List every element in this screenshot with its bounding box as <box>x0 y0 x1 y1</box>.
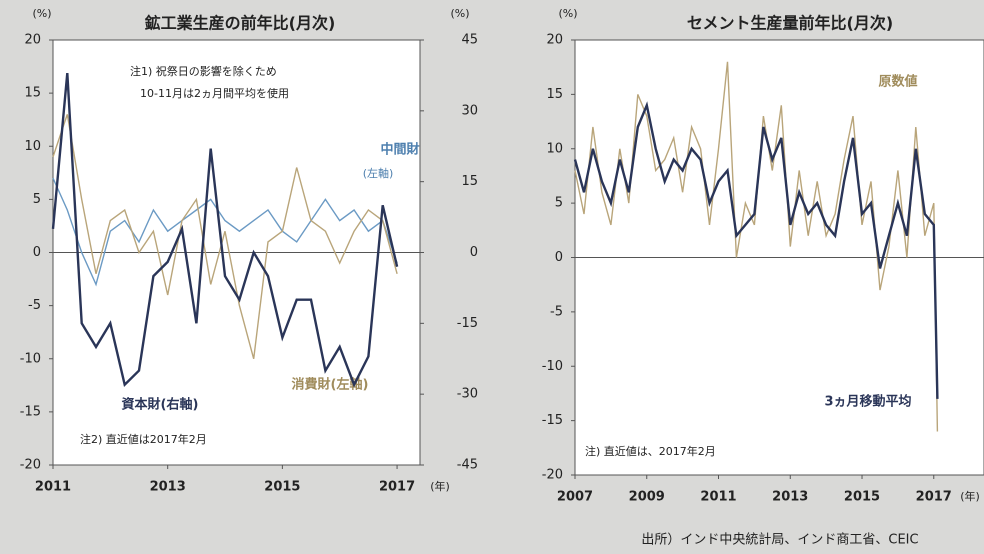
y2-tick-label: -15 <box>457 316 478 331</box>
chart-title: セメント生産量前年比(月次) <box>687 14 893 33</box>
y-tick-label: 0 <box>33 245 41 260</box>
x-tick-label: 2015 <box>264 480 300 495</box>
y-tick-label: -15 <box>542 413 563 428</box>
y-tick-label: 5 <box>555 196 563 211</box>
legend-axis-label: (左軸) <box>363 166 394 180</box>
annotation: 注) 直近値は、2017年2月 <box>585 444 716 458</box>
annotation: 注1) 祝祭日の影響を除くため <box>130 64 277 78</box>
x-tick-label: 2013 <box>150 480 186 495</box>
y2-unit: (%) <box>450 7 469 20</box>
series-line <box>573 101 939 399</box>
y-tick-label: 5 <box>33 192 41 207</box>
y-tick-label: 20 <box>546 33 563 48</box>
y-tick-label: 10 <box>546 141 563 156</box>
legend-label: 消費財(左軸) <box>292 377 369 393</box>
y-tick-label: -20 <box>542 468 563 483</box>
y-tick-label: -5 <box>550 304 563 319</box>
y-tick-label: 20 <box>24 33 41 48</box>
chart-title: 鉱工業生産の前年比(月次) <box>145 14 336 33</box>
legend-label: 3ヵ月移動平均 <box>824 394 911 410</box>
x-unit: (年) <box>960 489 980 503</box>
y-tick-label: -15 <box>20 404 41 419</box>
x-tick-label: 2013 <box>772 490 808 505</box>
legend-label: 中間財 <box>380 142 419 158</box>
y-unit: (%) <box>558 7 577 20</box>
y2-tick-label: 15 <box>461 174 478 189</box>
y-tick-label: 15 <box>546 87 563 102</box>
x-tick-label: 2009 <box>629 490 665 505</box>
x-unit: (年) <box>430 479 450 493</box>
y2-tick-label: 0 <box>470 245 478 260</box>
y2-tick-label: -30 <box>457 387 478 402</box>
y-tick-label: 0 <box>555 250 563 265</box>
x-tick-label: 2015 <box>844 490 880 505</box>
x-tick-label: 2017 <box>379 480 415 495</box>
y-tick-label: -20 <box>20 458 41 473</box>
y-tick-label: 10 <box>24 139 41 154</box>
x-tick-label: 2007 <box>557 490 593 505</box>
x-tick-label: 2017 <box>916 490 952 505</box>
y-tick-label: -10 <box>20 351 41 366</box>
series-line <box>52 114 398 359</box>
y-tick-label: 15 <box>24 86 41 101</box>
y2-tick-label: 30 <box>461 103 478 118</box>
y2-tick-label: -45 <box>457 458 478 473</box>
y2-tick-label: 45 <box>461 33 478 48</box>
x-tick-label: 2011 <box>700 490 736 505</box>
legend-label: 原数値 <box>878 74 917 90</box>
series-line <box>52 177 398 287</box>
legend-label: 資本財(右軸) <box>122 397 199 413</box>
series-line <box>51 72 399 388</box>
y-tick-label: -10 <box>542 359 563 374</box>
y-unit: (%) <box>32 7 51 20</box>
annotation: 注2) 直近値は2017年2月 <box>80 432 207 446</box>
source: 出所）インド中央統計局、インド商工省、CEIC <box>641 532 918 548</box>
x-tick-label: 2011 <box>35 480 71 495</box>
annotation: 10-11月は2ヵ月間平均を使用 <box>140 87 289 100</box>
y-tick-label: -5 <box>28 298 41 313</box>
